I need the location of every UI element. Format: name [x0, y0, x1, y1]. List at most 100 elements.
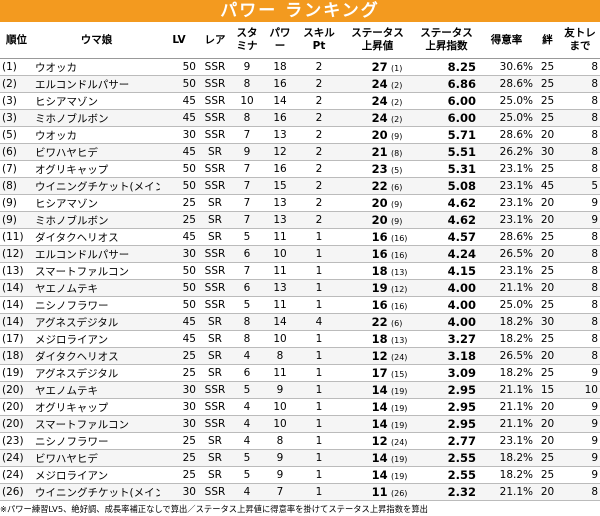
- table-cell: 16: [262, 75, 298, 93]
- table-cell: 2: [298, 75, 340, 93]
- table-cell: SR: [198, 313, 232, 331]
- status-cell: 14 (19): [340, 415, 415, 433]
- table-cell: ビワハヤヒデ: [33, 449, 160, 467]
- table-cell: 25: [535, 160, 560, 178]
- table-cell: 1: [298, 466, 340, 484]
- table-cell: ミホノブルボン: [33, 109, 160, 127]
- table-cell: (17): [0, 330, 33, 348]
- table-cell: ヒシアマゾン: [33, 194, 160, 212]
- table-cell: 18.2%: [478, 364, 535, 382]
- table-cell: 7: [232, 262, 262, 280]
- table-cell: 45: [160, 313, 198, 331]
- status-value: 19: [371, 281, 388, 295]
- table-cell: 4: [232, 483, 262, 501]
- status-index: 2.95: [415, 398, 478, 416]
- table-cell: 8: [560, 313, 600, 331]
- status-rank: (19): [391, 455, 408, 464]
- table-cell: 2: [298, 58, 340, 76]
- table-cell: 4: [298, 313, 340, 331]
- table-cell: 1: [298, 483, 340, 501]
- status-cell: 20 (9): [340, 194, 415, 212]
- table-cell: 25: [160, 449, 198, 467]
- table-cell: 1: [298, 364, 340, 382]
- table-cell: 23.1%: [478, 262, 535, 280]
- status-cell: 24 (2): [340, 92, 415, 110]
- table-cell: 2: [298, 143, 340, 161]
- table-cell: 7: [232, 211, 262, 229]
- table-cell: 5: [232, 466, 262, 484]
- table-cell: SR: [198, 449, 232, 467]
- table-cell: (1): [0, 58, 33, 76]
- table-cell: 1: [298, 296, 340, 314]
- table-cell: 8: [232, 330, 262, 348]
- status-value: 14: [371, 468, 388, 482]
- table-cell: 10: [262, 398, 298, 416]
- column-header: ステータス 上昇指数: [415, 22, 478, 59]
- table-cell: 8: [560, 126, 600, 144]
- status-value: 20: [371, 196, 388, 210]
- status-cell: 14 (19): [340, 449, 415, 467]
- table-cell: 5: [232, 449, 262, 467]
- table-cell: 45: [160, 143, 198, 161]
- table-cell: 25: [535, 75, 560, 93]
- status-index: 8.25: [415, 58, 478, 76]
- table-cell: 26.5%: [478, 245, 535, 263]
- status-index: 2.32: [415, 483, 478, 501]
- status-rank: (24): [391, 438, 408, 447]
- status-cell: 18 (13): [340, 262, 415, 280]
- table-cell: 10: [560, 381, 600, 399]
- table-cell: ヤエノムテキ: [33, 279, 160, 297]
- status-cell: 18 (13): [340, 330, 415, 348]
- table-cell: (8): [0, 177, 33, 195]
- table-cell: 9: [560, 432, 600, 450]
- table-cell: (9): [0, 211, 33, 229]
- table-cell: 21.1%: [478, 381, 535, 399]
- status-index: 4.00: [415, 296, 478, 314]
- status-rank: (2): [391, 81, 403, 90]
- table-cell: 18.2%: [478, 466, 535, 484]
- table-cell: 1: [298, 347, 340, 365]
- table-cell: 25: [535, 330, 560, 348]
- table-cell: ウオッカ: [33, 58, 160, 76]
- table-cell: 4: [232, 398, 262, 416]
- status-rank: (13): [391, 268, 408, 277]
- table-row: (14) アグネスデジタル 45 SR 8 14 4 22 (6) 4.00 18.2% 30 8: [0, 313, 600, 331]
- status-cell: 19 (12): [340, 279, 415, 297]
- table-cell: メジロライアン: [33, 330, 160, 348]
- table-row: (2) エルコンドルパサー 50 SSR 8 16 2 24 (2) 6.86 28.6% 25 8: [0, 75, 600, 93]
- table-cell: 20: [535, 483, 560, 501]
- table-cell: (9): [0, 194, 33, 212]
- table-body: (1) ウオッカ 50 SSR 9 18 2 27 (1) 8.25 30.6% 25 8 (2) エルコ…: [0, 58, 600, 501]
- table-cell: (2): [0, 75, 33, 93]
- status-rank: (12): [391, 285, 408, 294]
- table-cell: (18): [0, 347, 33, 365]
- table-row: (9) ミホノブルボン 25 SR 7 13 2 20 (9) 4.62 23.1% 20 9: [0, 211, 600, 229]
- table-cell: ヤエノムテキ: [33, 381, 160, 399]
- table-row: (14) ヤエノムテキ 50 SSR 6 13 1 19 (12) 4.00 21.1% 20 8: [0, 279, 600, 297]
- status-index: 6.00: [415, 109, 478, 127]
- table-cell: SR: [198, 364, 232, 382]
- table-cell: 20: [535, 398, 560, 416]
- table-cell: 8: [262, 347, 298, 365]
- table-cell: (20): [0, 398, 33, 416]
- table-cell: 25: [535, 466, 560, 484]
- table-cell: SSR: [198, 177, 232, 195]
- table-row: (7) オグリキャップ 50 SSR 7 16 2 23 (5) 5.31 23.1% 25 8: [0, 160, 600, 178]
- table-cell: 18.2%: [478, 313, 535, 331]
- table-cell: 6: [232, 279, 262, 297]
- table-cell: 45: [535, 177, 560, 195]
- table-cell: SSR: [198, 245, 232, 263]
- status-cell: 27 (1): [340, 58, 415, 76]
- status-value: 11: [371, 485, 388, 499]
- table-cell: 8: [232, 313, 262, 331]
- table-cell: 13: [262, 126, 298, 144]
- table-cell: 1: [298, 415, 340, 433]
- status-value: 24: [371, 111, 388, 125]
- table-cell: 8: [560, 483, 600, 501]
- status-value: 14: [371, 383, 388, 397]
- table-cell: 12: [262, 143, 298, 161]
- status-rank: (19): [391, 421, 408, 430]
- table-cell: 25: [535, 228, 560, 246]
- status-index: 4.00: [415, 279, 478, 297]
